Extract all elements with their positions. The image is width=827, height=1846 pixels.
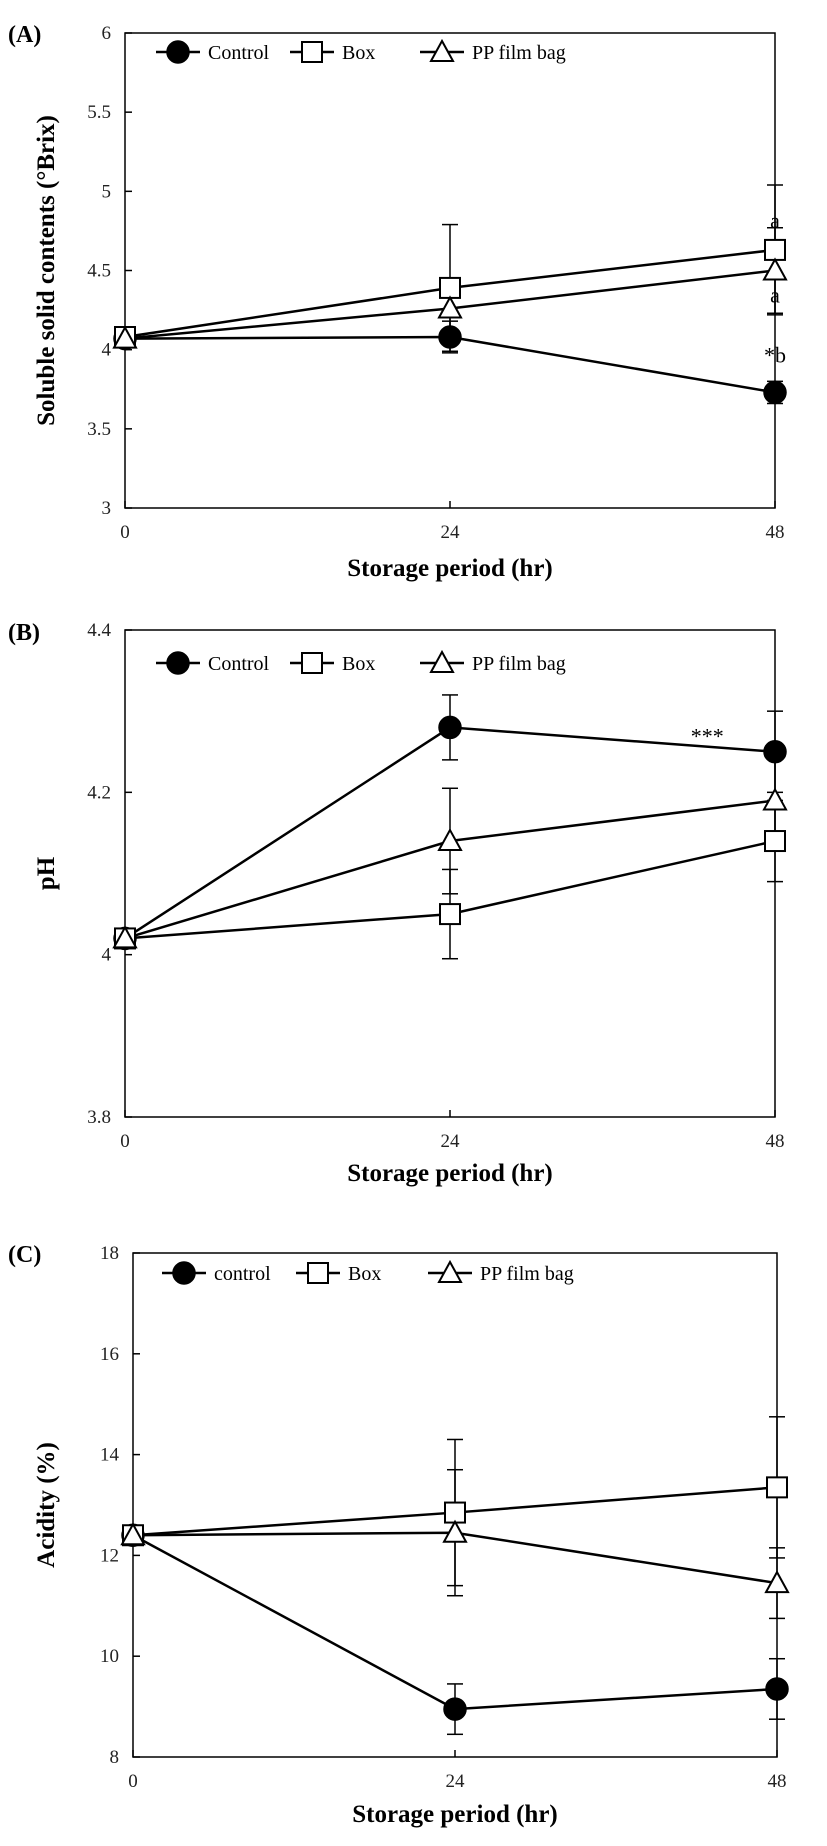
panel-label: (C) [8, 1242, 41, 1268]
legend-entry: control [214, 1263, 271, 1285]
legend-marker [429, 649, 455, 673]
legend-entry: PP film bag [480, 1263, 574, 1285]
panel-label: (B) [8, 620, 40, 646]
legend-marker [166, 40, 190, 64]
y-tick-label: 8 [110, 1747, 120, 1768]
x-tick-label: 48 [768, 1771, 787, 1792]
data-point-3 [437, 295, 463, 319]
x-tick-label: 48 [766, 1131, 785, 1152]
y-tick-label: 12 [100, 1545, 119, 1566]
data-point-1 [763, 380, 787, 405]
legend-marker [172, 1261, 196, 1285]
annotation-label: *** [691, 724, 724, 749]
y-tick-label: 3.8 [87, 1107, 111, 1128]
x-axis-title: Storage period (hr) [347, 555, 553, 582]
y-axis-title: Acidity (%) [33, 1442, 60, 1568]
annotation-label: *b [764, 342, 786, 367]
x-axis-title: Storage period (hr) [352, 1801, 558, 1828]
y-axis-title: Soluble solid contents (°Brix) [33, 115, 60, 426]
legend-entry: Control [208, 42, 270, 64]
y-tick-label: 4.5 [87, 261, 111, 282]
annotation-label: a [770, 282, 780, 307]
data-point-3 [764, 1570, 790, 1594]
data-point-3 [120, 1522, 146, 1546]
data-point-1 [438, 325, 462, 349]
data-point-1 [438, 715, 462, 740]
legend-marker [166, 651, 190, 675]
y-tick-label: 4 [102, 945, 112, 966]
x-tick-label: 48 [766, 522, 785, 543]
data-point-2 [439, 903, 461, 926]
data-point-2 [764, 238, 786, 261]
data-point-1 [763, 740, 787, 764]
y-tick-label: 5 [102, 181, 112, 202]
legend-marker [429, 38, 455, 62]
legend-entry: Control [208, 653, 270, 675]
data-point-2 [766, 1476, 788, 1499]
y-tick-label: 6 [102, 23, 112, 44]
y-tick-label: 14 [100, 1445, 120, 1466]
data-point-3 [762, 787, 788, 811]
data-point-3 [762, 257, 788, 281]
y-tick-label: 3 [102, 498, 112, 519]
x-tick-label: 0 [120, 522, 130, 543]
data-point-3 [437, 827, 463, 852]
annotation-label: a [770, 208, 780, 233]
y-tick-label: 5.5 [87, 102, 111, 123]
data-point-1 [443, 1697, 467, 1721]
y-tick-label: 18 [100, 1243, 119, 1264]
y-tick-label: 10 [100, 1646, 119, 1667]
x-axis-title: Storage period (hr) [347, 1160, 553, 1187]
data-point-3 [112, 925, 138, 949]
legend-entry: Box [348, 1263, 381, 1285]
chart-panel-2: 3.8 4 4.2 4.4 0 24 48 Storage period (hr) pH (B) C… [8, 620, 788, 1187]
x-tick-label: 0 [128, 1771, 138, 1792]
legend-marker [307, 1262, 329, 1284]
data-point-3 [112, 325, 138, 349]
legend-marker [437, 1259, 463, 1283]
legend-entry: PP film bag [472, 42, 566, 64]
legend-entry: Box [342, 653, 375, 675]
data-point-3 [442, 1519, 468, 1543]
x-tick-label: 24 [441, 522, 461, 543]
y-tick-label: 4.4 [87, 620, 111, 641]
legend-marker [301, 41, 323, 63]
legend-marker [301, 652, 323, 674]
chart-panel-3: 8 10 12 14 16 18 0 24 48 Storage period (hr) Acidi… [8, 1242, 790, 1828]
x-tick-label: 24 [441, 1131, 461, 1152]
y-tick-label: 4.2 [87, 782, 111, 803]
x-tick-label: 24 [446, 1771, 466, 1792]
legend-entry: PP film bag [472, 653, 566, 675]
y-tick-label: 3.5 [87, 419, 111, 440]
y-axis-title: pH [33, 856, 60, 890]
panel-label: (A) [8, 22, 41, 48]
x-tick-label: 0 [120, 1131, 130, 1152]
data-point-2 [764, 830, 786, 853]
y-tick-label: 16 [100, 1344, 119, 1365]
data-point-2 [439, 276, 461, 299]
data-point-2 [444, 1501, 466, 1524]
data-point-1 [765, 1677, 789, 1701]
y-tick-label: 4 [102, 340, 112, 361]
legend-entry: Box [342, 42, 375, 64]
chart-panel-1: 3 3.5 4 4.5 5 5.5 6 0 24 48 Storage period (hr) Sol… [8, 22, 788, 582]
